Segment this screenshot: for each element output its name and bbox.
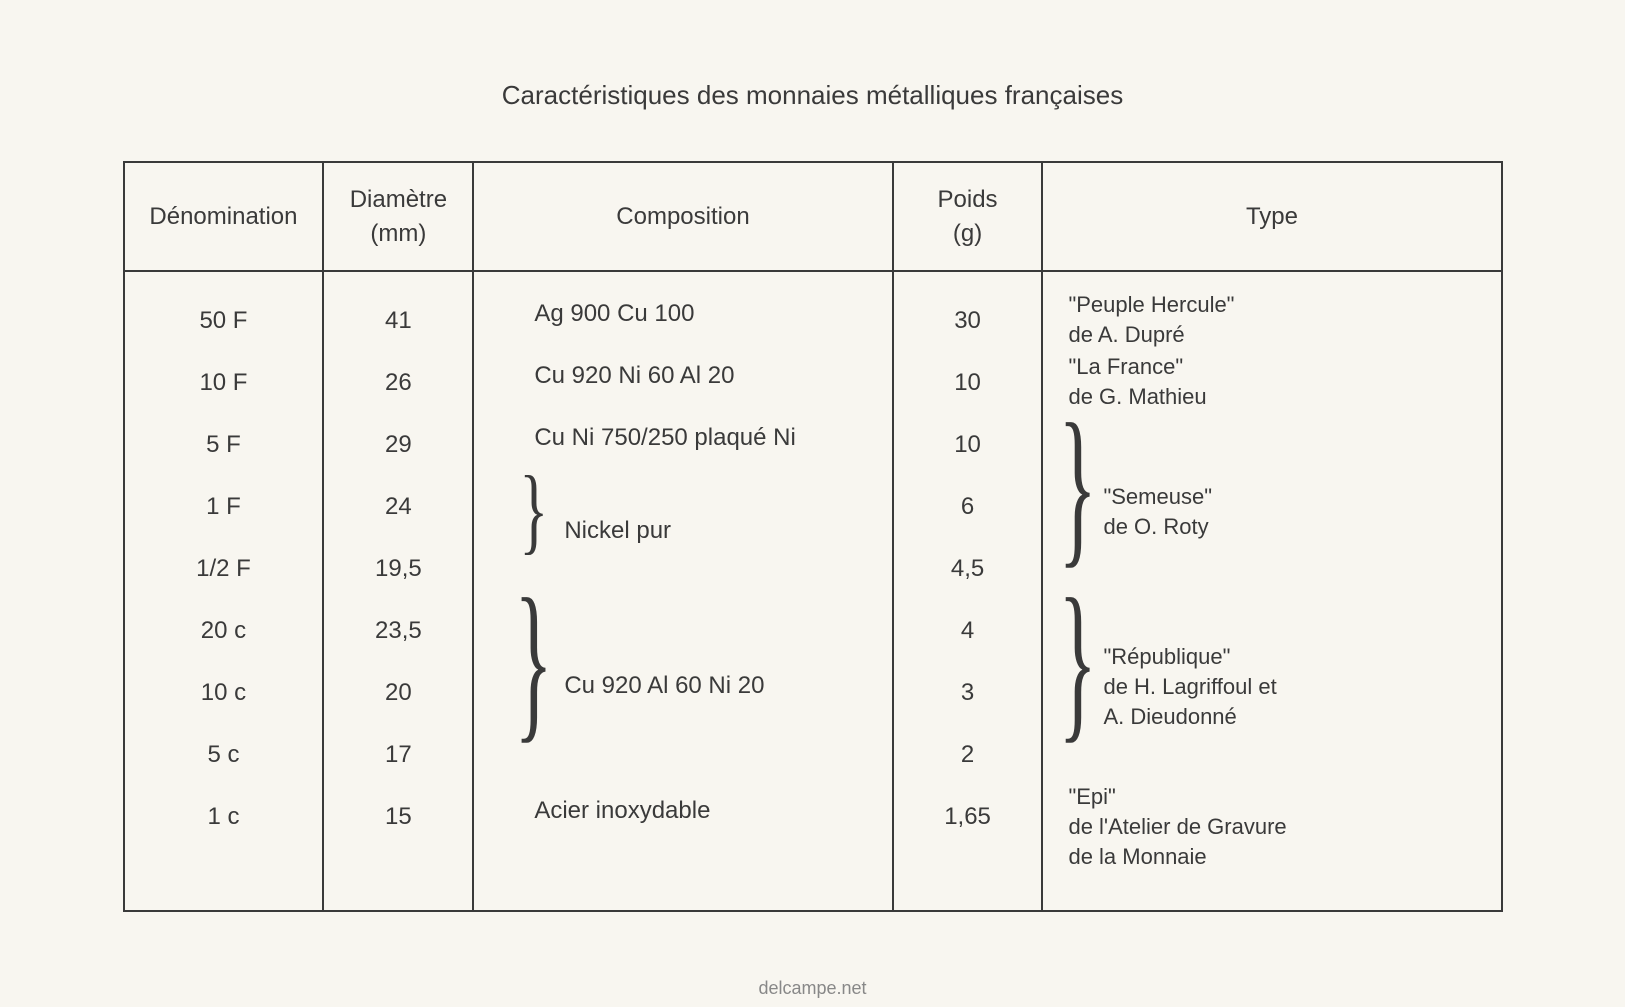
denom-cell: 5 F <box>125 414 323 476</box>
composition-cell: Nickel pur <box>564 517 671 545</box>
poids-cell: 3 <box>894 662 1042 724</box>
header-denomination: Dénomination <box>124 162 324 271</box>
type-line: "Epi" <box>1068 784 1115 809</box>
poids-cell: 6 <box>894 476 1042 538</box>
denom-cell: 10 F <box>125 352 323 414</box>
type-column: "Peuple Hercule" de A. Dupré "La France"… <box>1042 271 1501 911</box>
header-composition: Composition <box>473 162 892 271</box>
diametre-column: 41 26 29 24 19,5 23,5 20 17 15 <box>323 271 473 911</box>
header-poids: Poids (g) <box>893 162 1043 271</box>
diam-cell: 17 <box>324 724 472 786</box>
poids-cell: 4,5 <box>894 538 1042 600</box>
header-poids-label: Poids <box>938 186 998 213</box>
poids-cell: 30 <box>894 290 1042 352</box>
header-diametre-unit: (mm) <box>370 220 426 247</box>
composition-cell: Ag 900 Cu 100 <box>534 300 694 328</box>
diam-cell: 23,5 <box>324 600 472 662</box>
denom-cell: 50 F <box>125 290 323 352</box>
diam-cell: 41 <box>324 290 472 352</box>
composition-cell: Cu Ni 750/250 plaqué Ni <box>534 424 796 452</box>
brace-icon: } <box>1058 399 1096 575</box>
type-cell: "Semeuse" de O. Roty <box>1103 482 1212 541</box>
type-line: de la Monnaie <box>1068 844 1206 869</box>
type-line: A. Dieudonné <box>1103 704 1236 729</box>
type-cell: "République" de H. Lagriffoul et A. Dieu… <box>1103 642 1276 731</box>
diam-cell: 15 <box>324 786 472 876</box>
page-title: Caractéristiques des monnaies métallique… <box>70 80 1555 111</box>
header-composition-label: Composition <box>616 203 749 230</box>
header-diametre-label: Diamètre <box>350 186 447 213</box>
composition-column: Ag 900 Cu 100 Cu 920 Ni 60 Al 20 Cu Ni 7… <box>473 271 892 911</box>
brace-icon: } <box>514 574 552 750</box>
coin-characteristics-table: Dénomination Diamètre (mm) Composition P… <box>123 161 1503 912</box>
type-line: "Peuple Hercule" <box>1068 292 1234 317</box>
brace-icon: } <box>1058 574 1096 750</box>
type-line: "République" <box>1103 644 1230 669</box>
type-line: "Semeuse" <box>1103 484 1212 509</box>
header-denomination-label: Dénomination <box>149 203 297 230</box>
type-line: de H. Lagriffoul et <box>1103 674 1276 699</box>
denom-cell: 10 c <box>125 662 323 724</box>
diam-cell: 19,5 <box>324 538 472 600</box>
table-header-row: Dénomination Diamètre (mm) Composition P… <box>124 162 1502 271</box>
diam-cell: 29 <box>324 414 472 476</box>
header-diametre: Diamètre (mm) <box>323 162 473 271</box>
poids-cell: 10 <box>894 352 1042 414</box>
type-line: de O. Roty <box>1103 514 1208 539</box>
brace-icon: } <box>519 462 548 558</box>
table-body-row: 50 F 10 F 5 F 1 F 1/2 F 20 c 10 c 5 c 1 … <box>124 271 1502 911</box>
poids-column: 30 10 10 6 4,5 4 3 2 1,65 <box>893 271 1043 911</box>
header-poids-unit: (g) <box>953 220 982 247</box>
type-line: de l'Atelier de Gravure <box>1068 814 1286 839</box>
denom-cell: 1/2 F <box>125 538 323 600</box>
poids-cell: 1,65 <box>894 786 1042 876</box>
type-cell: "Peuple Hercule" de A. Dupré <box>1068 290 1234 349</box>
denom-cell: 1 c <box>125 786 323 876</box>
diam-cell: 26 <box>324 352 472 414</box>
denom-cell: 1 F <box>125 476 323 538</box>
diam-cell: 20 <box>324 662 472 724</box>
type-line: "La France" <box>1068 354 1183 379</box>
diam-cell: 24 <box>324 476 472 538</box>
table-container: Dénomination Diamètre (mm) Composition P… <box>123 161 1503 912</box>
denom-cell: 20 c <box>125 600 323 662</box>
document-page: Caractéristiques des monnaies métallique… <box>70 80 1555 1007</box>
poids-cell: 4 <box>894 600 1042 662</box>
poids-cell: 10 <box>894 414 1042 476</box>
header-type-label: Type <box>1246 203 1298 230</box>
header-type: Type <box>1042 162 1501 271</box>
type-line: de A. Dupré <box>1068 322 1184 347</box>
type-cell: "Epi" de l'Atelier de Gravure de la Monn… <box>1068 782 1286 871</box>
composition-cell: Cu 920 Ni 60 Al 20 <box>534 362 734 390</box>
composition-cell: Cu 920 Al 60 Ni 20 <box>564 672 764 700</box>
denom-cell: 5 c <box>125 724 323 786</box>
denomination-column: 50 F 10 F 5 F 1 F 1/2 F 20 c 10 c 5 c 1 … <box>124 271 324 911</box>
poids-cell: 2 <box>894 724 1042 786</box>
composition-cell: Acier inoxydable <box>534 797 710 825</box>
watermark-text: delcampe.net <box>758 978 866 999</box>
